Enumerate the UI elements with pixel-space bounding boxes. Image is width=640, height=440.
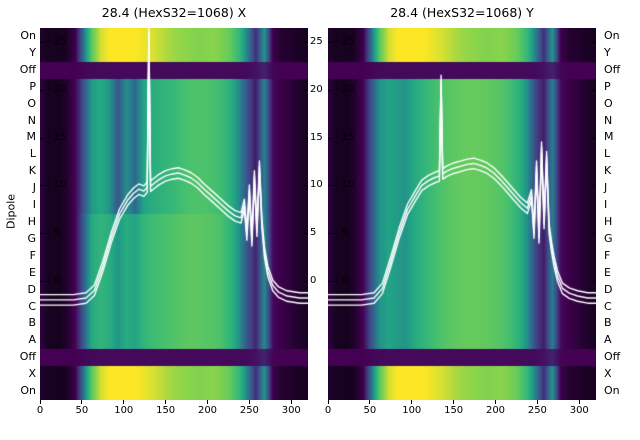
ytick-label-y-panel: - 15	[335, 131, 355, 143]
panel-title-x: 28.4 (HexS32=1068) X	[101, 5, 247, 20]
row-label-right: O	[604, 96, 613, 110]
row-label-right: K	[604, 164, 612, 178]
ytick-label-gap: 5	[310, 227, 317, 239]
row-label-left: L	[29, 147, 36, 161]
xtick-label: 0	[324, 405, 332, 416]
row-label-left: N	[27, 113, 36, 127]
x-tick-mark	[369, 400, 371, 404]
row-label-right: P	[604, 79, 611, 93]
row-label-left: Off	[19, 350, 36, 364]
row-label-right: I	[604, 198, 608, 212]
ytick-label-gap: 0	[310, 274, 317, 286]
ytick-label-gap: 15	[310, 131, 323, 143]
row-label-left: B	[28, 316, 36, 330]
ytick-label-x-panel: - 25	[47, 36, 67, 48]
heatmap-panel-x	[40, 28, 308, 400]
row-label-left: D	[27, 282, 36, 296]
x-tick-mark	[495, 400, 496, 404]
row-label-left: M	[26, 130, 37, 144]
x-tick-mark	[290, 400, 292, 404]
xtick-label: 150	[444, 405, 464, 416]
xtick-label: 250	[239, 405, 259, 416]
x-tick-mark	[536, 400, 538, 404]
row-label-right: A	[604, 333, 612, 347]
row-label-left: C	[28, 299, 36, 313]
ytick-label-y-panel: - 25	[335, 36, 355, 48]
row-label-right: M	[604, 130, 614, 144]
row-label-right: G	[604, 231, 613, 245]
ytick-label-y-panel: - 5	[335, 227, 349, 239]
ytick-label-gap: 20	[310, 84, 323, 95]
ytick-label-y-panel: - 0	[335, 274, 349, 286]
row-label-right: J	[604, 181, 608, 195]
x-tick-mark	[39, 400, 41, 404]
xtick-label: 50	[363, 405, 377, 416]
row-label-right: N	[604, 113, 613, 127]
ytick-label-gap: 10	[310, 179, 323, 191]
row-label-right: Y	[604, 45, 611, 59]
panel-title-y: 28.4 (HexS32=1068) Y	[390, 5, 534, 20]
row-label-right: X	[604, 367, 612, 381]
row-label-right: On	[604, 28, 620, 42]
row-label-left: O	[27, 96, 36, 110]
ytick-label-x-panel: - 20	[47, 84, 67, 95]
x-tick-mark	[578, 400, 580, 404]
row-label-right: On	[604, 384, 620, 398]
ytick-label-y-panel: - 10	[335, 179, 355, 191]
xtick-label: 150	[156, 405, 176, 416]
row-label-right: F	[604, 248, 611, 262]
row-label-left: A	[28, 333, 36, 347]
xtick-label: 50	[75, 405, 89, 416]
row-label-left: P	[29, 79, 36, 93]
row-label-right: E	[604, 265, 611, 279]
row-label-left: Off	[19, 62, 36, 76]
x-tick-mark	[207, 400, 208, 404]
xtick-label: 300	[569, 405, 589, 416]
ytick-label-x-panel: - 15	[47, 131, 67, 143]
row-label-left: F	[29, 248, 36, 262]
row-label-right: Off	[604, 350, 621, 364]
row-label-left: On	[20, 384, 36, 398]
x-tick-mark	[123, 400, 125, 404]
x-tick-mark	[81, 400, 83, 404]
row-label-right: B	[604, 316, 612, 330]
row-label-left: On	[20, 28, 36, 42]
row-label-right: Off	[604, 62, 621, 76]
row-label-left: J	[32, 181, 36, 195]
heatmap-panel-y	[328, 28, 596, 400]
xtick-label: 200	[485, 405, 506, 416]
row-label-left: H	[27, 214, 36, 228]
x-tick-mark	[327, 400, 329, 404]
row-label-right: D	[604, 282, 613, 296]
ytick-label-x-panel: - 10	[47, 179, 67, 191]
ytick-label-x-panel: - 5	[47, 227, 61, 239]
row-label-right: C	[604, 299, 612, 313]
x-tick-mark	[453, 400, 455, 404]
row-label-left: I	[32, 198, 36, 212]
row-label-right: H	[604, 214, 613, 228]
x-tick-mark	[411, 400, 413, 404]
row-label-right: L	[604, 147, 611, 161]
xtick-label: 100	[402, 405, 422, 416]
row-label-left: K	[28, 164, 36, 178]
ytick-label-x-panel: - 0	[47, 274, 61, 286]
ytick-label-y-panel: - 20	[335, 84, 355, 95]
row-label-left: E	[29, 265, 36, 279]
xtick-label: 100	[114, 405, 134, 416]
xtick-label: 250	[527, 405, 547, 416]
ytick-label-gap: 25	[310, 36, 323, 48]
x-tick-mark	[165, 400, 167, 404]
x-tick-mark	[248, 400, 250, 404]
row-label-left: X	[28, 367, 36, 381]
xtick-label: 200	[197, 405, 218, 416]
row-label-left: Y	[29, 45, 36, 59]
xtick-label: 300	[281, 405, 301, 416]
row-label-left: G	[27, 231, 36, 245]
xtick-label: 0	[36, 405, 44, 416]
